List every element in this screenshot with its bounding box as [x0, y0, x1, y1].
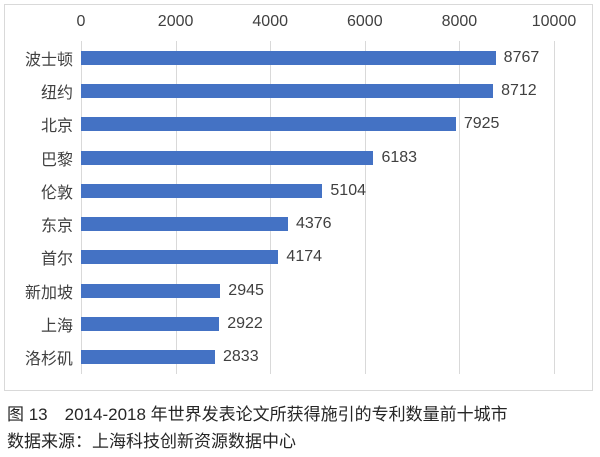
- gridline-2000: [175, 41, 177, 374]
- bar-row-2: 纽约 8712: [5, 74, 592, 107]
- bar-row-9: 上海 2922: [5, 307, 592, 340]
- category-label: 波士顿: [24, 51, 73, 69]
- category-label: 洛杉矶: [24, 351, 73, 369]
- bar-row-4: 巴黎 6183: [5, 141, 592, 174]
- x-axis-tick-labels: 0 2000 4000 6000 8000 10000: [77, 13, 577, 35]
- value-label: 6183: [381, 148, 418, 166]
- figure-caption-title: 图 13 2014-2018 年世界发表论文所获得施引的专利数量前十城市: [7, 405, 508, 424]
- figure-caption: 图 13 2014-2018 年世界发表论文所获得施引的专利数量前十城市 数据来…: [7, 401, 593, 455]
- bar: [81, 350, 215, 365]
- category-label: 北京: [40, 118, 73, 136]
- gridline-0: [81, 41, 82, 374]
- x-tick-label: 2000: [157, 13, 194, 30]
- bar-row-3: 北京 7925: [5, 108, 592, 141]
- x-tick-label: 6000: [347, 13, 383, 30]
- value-label: 2833: [223, 348, 259, 366]
- category-label: 纽约: [40, 84, 73, 102]
- x-tick-label: 0: [76, 13, 86, 30]
- value-label: 5104: [330, 181, 366, 199]
- category-label: 伦敦: [40, 184, 73, 202]
- plot-area: [81, 41, 555, 374]
- bar: [81, 317, 220, 332]
- value-label: 7925: [463, 115, 500, 133]
- gridline-4000: [270, 41, 272, 374]
- value-label: 4376: [295, 215, 332, 233]
- gridline-8000: [459, 41, 461, 374]
- bar: [81, 150, 374, 165]
- bar: [81, 283, 221, 298]
- category-label: 新加坡: [24, 284, 73, 302]
- value-label: 2945: [228, 281, 264, 299]
- value-label: 4174: [286, 248, 323, 266]
- value-label: 8712: [501, 81, 537, 99]
- figure-caption-source: 数据来源：上海科技创新资源数据中心: [7, 432, 296, 451]
- category-label: 东京: [40, 218, 73, 236]
- bar-row-6: 东京 4376: [5, 208, 592, 241]
- gridline-10000: [554, 41, 555, 374]
- bar: [81, 250, 279, 265]
- bar: [81, 183, 323, 198]
- bar-row-7: 首尔 4174: [5, 241, 592, 274]
- x-tick-label: 4000: [252, 13, 288, 30]
- gridline-6000: [364, 41, 366, 374]
- category-label: 首尔: [40, 251, 73, 269]
- value-label: 2922: [227, 315, 263, 333]
- bar-row-5: 伦敦 5104: [5, 174, 592, 207]
- category-label: 巴黎: [40, 151, 73, 169]
- bar: [81, 217, 288, 232]
- bar-row-10: 洛杉矶 2833: [5, 341, 592, 374]
- bar-chart: 0 2000 4000 6000 8000 10000 波士顿 8767 纽约 8712 北京 79…: [4, 4, 593, 391]
- bar: [81, 117, 456, 132]
- bar: [81, 83, 494, 98]
- bar-row-1: 波士顿 8767: [5, 41, 592, 74]
- value-label: 8767: [503, 48, 540, 66]
- category-label: 上海: [40, 318, 73, 336]
- bar-row-8: 新加坡 2945: [5, 274, 592, 307]
- x-tick-label: 8000: [441, 13, 478, 30]
- x-tick-label: 10000: [531, 13, 577, 30]
- bar: [81, 50, 496, 65]
